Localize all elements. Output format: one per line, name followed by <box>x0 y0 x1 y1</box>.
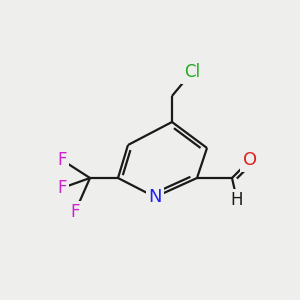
Text: F: F <box>57 151 67 169</box>
Text: F: F <box>70 203 80 221</box>
Text: N: N <box>148 188 162 206</box>
Text: Cl: Cl <box>184 63 200 81</box>
Text: H: H <box>231 191 243 209</box>
Text: F: F <box>57 179 67 197</box>
Text: O: O <box>243 151 257 169</box>
